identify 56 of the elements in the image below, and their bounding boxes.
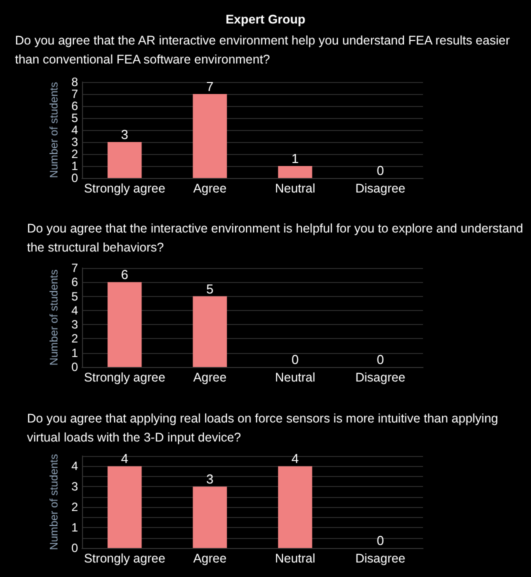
y-tick-label: 0 — [71, 541, 78, 555]
chart-title: Expert Group — [226, 12, 306, 26]
x-tick-label: Strongly agree — [84, 370, 166, 384]
y-tick-label: 2 — [71, 147, 78, 161]
x-tick-label: Strongly agree — [84, 182, 166, 196]
y-tick-label: 4 — [71, 123, 78, 137]
y-tick-label: 3 — [71, 318, 78, 332]
y-tick-label: 6 — [71, 99, 78, 113]
x-tick-label: Agree — [193, 552, 227, 566]
y-tick-label: 3 — [71, 480, 78, 494]
y-tick-label: 4 — [71, 459, 78, 474]
chart-title: Do you agree that the interactive environment is helpful for you to explore and understand the structural behaviors? — [27, 222, 527, 254]
x-tick-label: Disagree — [355, 182, 406, 196]
y-tick-label: 2 — [71, 500, 78, 514]
y-tick-label: 0 — [71, 360, 78, 374]
x-tick-label: Neutral — [274, 370, 316, 384]
data-label: 0 — [376, 533, 384, 548]
y-tick-label: 1 — [71, 520, 78, 535]
data-label: 4 — [292, 451, 299, 466]
data-label: 0 — [376, 352, 384, 367]
x-tick-label: Neutral — [274, 182, 316, 196]
data-label: 1 — [292, 151, 299, 166]
y-tick-label: 7 — [71, 261, 78, 275]
x-tick-label: Strongly agree — [84, 552, 166, 566]
chart-title: Do you agree that applying real loads on force sensors is more intuitive than applying virtual loads with the 3-D input device? — [27, 412, 502, 444]
bar — [278, 166, 312, 178]
y-axis-title: Number of students — [48, 269, 60, 366]
y-axis-title: Number of students — [48, 82, 60, 178]
data-label: 5 — [206, 281, 214, 296]
data-label: 3 — [206, 472, 214, 487]
y-axis-title: Number of students — [48, 454, 60, 550]
x-tick-label: Agree — [193, 370, 227, 384]
data-label: 3 — [121, 127, 128, 142]
x-tick-label: Agree — [193, 182, 227, 196]
y-tick-label: 1 — [71, 159, 78, 173]
bar — [192, 94, 227, 178]
y-tick-label: 5 — [71, 289, 78, 304]
chart-subtitle: Do you agree that the AR interactive environment help you understand FEA results easier than conventional FEA software environment? — [15, 34, 514, 66]
y-tick-label: 2 — [71, 332, 78, 346]
y-tick-label: 6 — [71, 275, 78, 290]
x-tick-label: Disagree — [355, 552, 406, 566]
data-label: 0 — [376, 163, 384, 178]
y-tick-label: 3 — [71, 135, 78, 149]
y-tick-label: 8 — [71, 75, 78, 89]
y-tick-label: 4 — [71, 303, 78, 318]
data-label: 0 — [292, 352, 299, 367]
y-tick-label: 0 — [71, 171, 78, 185]
data-label: 6 — [121, 267, 128, 282]
y-tick-label: 5 — [71, 111, 78, 125]
x-tick-label: Disagree — [355, 370, 406, 384]
data-label: 4 — [121, 451, 128, 466]
x-tick-label: Neutral — [274, 552, 316, 566]
bar — [108, 142, 142, 178]
y-tick-label: 1 — [71, 346, 78, 360]
data-label: 7 — [206, 79, 214, 94]
y-tick-label: 7 — [71, 87, 78, 101]
